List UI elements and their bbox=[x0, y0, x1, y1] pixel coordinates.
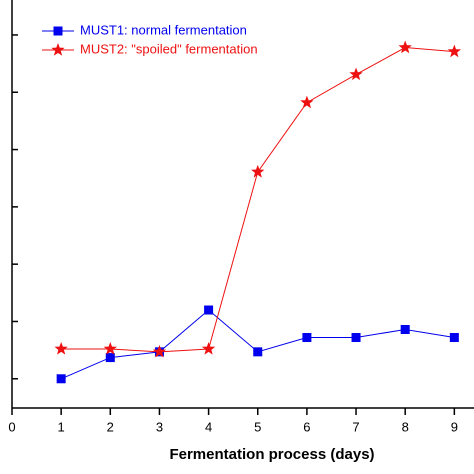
marker bbox=[447, 44, 461, 58]
marker bbox=[204, 305, 214, 315]
x-tick-label: 1 bbox=[58, 419, 65, 434]
marker bbox=[398, 40, 412, 54]
x-tick-label: 0 bbox=[8, 419, 15, 434]
marker bbox=[400, 324, 410, 334]
marker bbox=[105, 353, 115, 363]
x-tick-label: 9 bbox=[451, 419, 458, 434]
x-axis-title: Fermentation process (days) bbox=[169, 446, 374, 463]
marker bbox=[449, 333, 459, 343]
marker bbox=[51, 43, 65, 56]
marker bbox=[56, 374, 66, 384]
x-tick-label: 5 bbox=[254, 419, 261, 434]
marker bbox=[351, 333, 361, 343]
marker bbox=[201, 341, 216, 355]
legend-label: MUST1: normal fermentation bbox=[80, 22, 247, 37]
marker bbox=[103, 341, 117, 355]
x-tick-label: 8 bbox=[402, 419, 409, 434]
x-tick-label: 2 bbox=[107, 419, 114, 434]
marker bbox=[302, 333, 312, 343]
marker bbox=[300, 95, 314, 109]
x-tick-label: 6 bbox=[303, 419, 310, 434]
series-line bbox=[60, 309, 455, 380]
marker bbox=[152, 344, 167, 358]
x-tick-label: 4 bbox=[205, 419, 212, 434]
marker bbox=[349, 67, 363, 81]
marker bbox=[53, 26, 63, 36]
x-tick-label: 3 bbox=[156, 419, 163, 434]
marker bbox=[54, 341, 68, 355]
marker bbox=[253, 347, 263, 357]
legend-label: MUST2: "spoiled" fermentation bbox=[80, 41, 258, 56]
marker bbox=[251, 164, 265, 178]
series-line bbox=[61, 47, 455, 353]
x-tick-label: 7 bbox=[352, 419, 359, 434]
